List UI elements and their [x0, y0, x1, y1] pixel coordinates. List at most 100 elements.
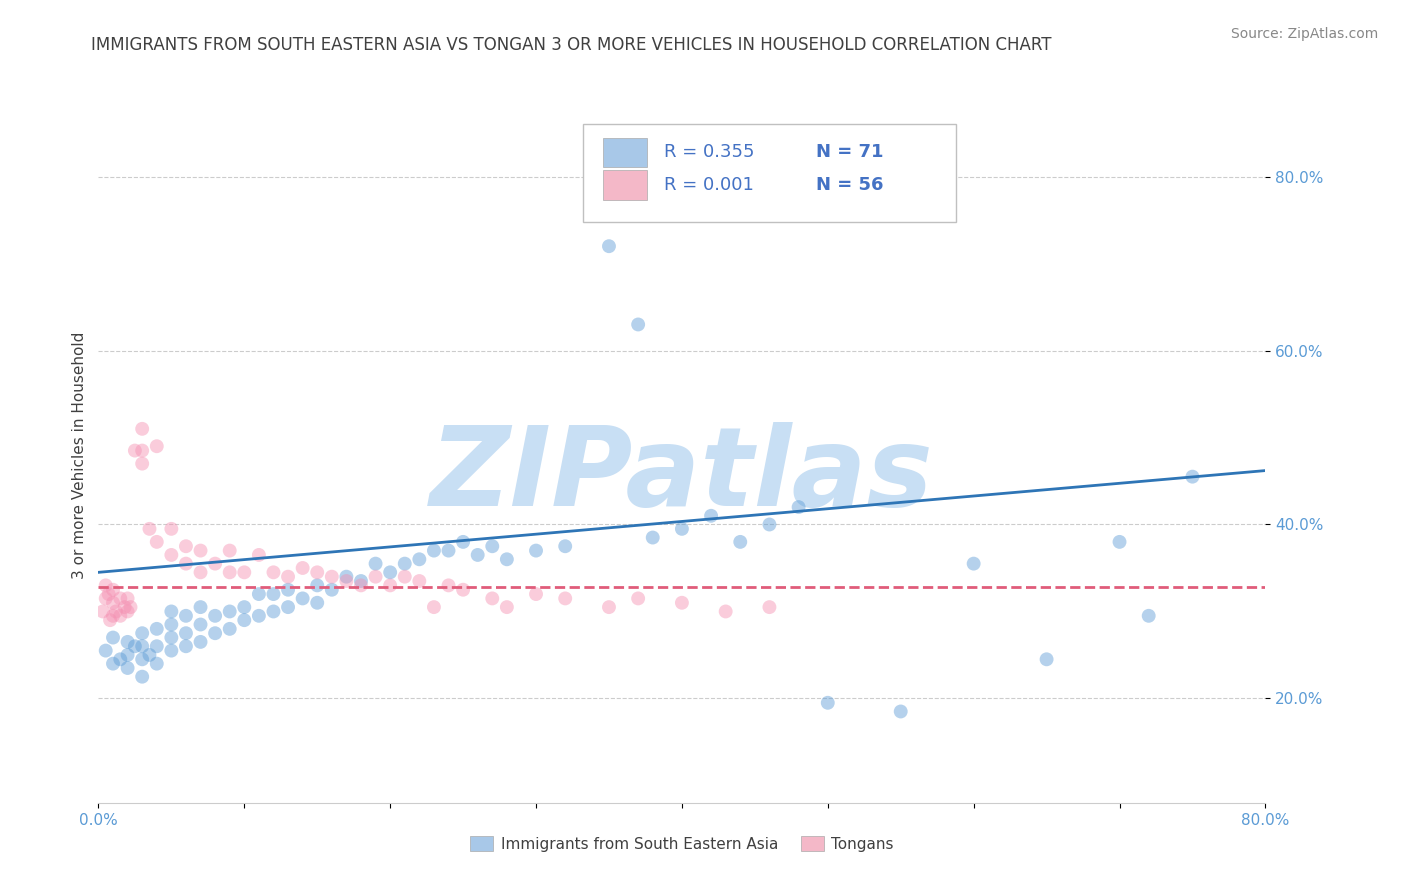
Text: ZIPatlas: ZIPatlas — [430, 422, 934, 529]
Point — [554, 591, 576, 606]
Text: Source: ZipAtlas.com: Source: ZipAtlas.com — [1230, 27, 1378, 41]
Point — [94, 578, 117, 592]
Point — [190, 566, 212, 580]
Point — [481, 591, 503, 606]
Point — [394, 569, 416, 583]
Point — [451, 534, 474, 549]
Point — [131, 443, 153, 458]
Point — [671, 522, 693, 536]
Point — [146, 439, 169, 453]
Point — [160, 617, 183, 632]
Point — [146, 657, 169, 671]
Point — [671, 596, 693, 610]
Text: R = 0.355: R = 0.355 — [665, 144, 755, 161]
Point — [233, 566, 256, 580]
Point — [131, 639, 153, 653]
Point — [146, 639, 169, 653]
Point — [131, 626, 153, 640]
Point — [247, 587, 270, 601]
Point — [174, 557, 197, 571]
Point — [233, 600, 256, 615]
Point — [758, 517, 780, 532]
Point — [277, 582, 299, 597]
Point — [437, 578, 460, 592]
Point — [174, 639, 197, 653]
Point — [110, 608, 132, 623]
Point — [94, 643, 117, 657]
Point — [160, 643, 183, 657]
Point — [146, 534, 169, 549]
Point — [714, 605, 737, 619]
Point — [364, 557, 387, 571]
Point — [554, 539, 576, 553]
Point — [1137, 608, 1160, 623]
Point — [97, 587, 120, 601]
Point — [124, 443, 146, 458]
Point — [962, 557, 984, 571]
Point — [641, 531, 664, 545]
Point — [291, 591, 314, 606]
Point — [160, 631, 183, 645]
Text: R = 0.001: R = 0.001 — [665, 176, 754, 194]
Point — [174, 539, 197, 553]
Point — [1181, 469, 1204, 483]
Bar — [603, 170, 647, 200]
Point — [94, 591, 117, 606]
Point — [481, 539, 503, 553]
Text: IMMIGRANTS FROM SOUTH EASTERN ASIA VS TONGAN 3 OR MORE VEHICLES IN HOUSEHOLD COR: IMMIGRANTS FROM SOUTH EASTERN ASIA VS TO… — [91, 36, 1052, 54]
Point — [1035, 652, 1057, 666]
Point — [138, 522, 160, 536]
Point — [817, 696, 839, 710]
Point — [110, 591, 132, 606]
Point — [204, 626, 226, 640]
Point — [321, 582, 343, 597]
Point — [204, 608, 226, 623]
Point — [758, 600, 780, 615]
Point — [101, 608, 124, 623]
Point — [335, 569, 357, 583]
Point — [262, 605, 284, 619]
Point — [423, 543, 446, 558]
Point — [1108, 534, 1130, 549]
Point — [190, 543, 212, 558]
Point — [423, 600, 446, 615]
Point — [120, 600, 142, 615]
Point — [160, 522, 183, 536]
FancyBboxPatch shape — [582, 124, 956, 222]
Point — [101, 657, 124, 671]
Bar — [603, 137, 647, 167]
Point — [350, 578, 373, 592]
Point — [117, 661, 139, 675]
Point — [408, 552, 430, 566]
Point — [101, 631, 124, 645]
Point — [496, 552, 519, 566]
Point — [91, 605, 114, 619]
Point — [190, 617, 212, 632]
Legend: Immigrants from South Eastern Asia, Tongans: Immigrants from South Eastern Asia, Tong… — [464, 830, 900, 858]
Point — [364, 569, 387, 583]
Point — [598, 600, 620, 615]
Point — [233, 613, 256, 627]
Point — [174, 608, 197, 623]
Point — [247, 608, 270, 623]
Text: N = 56: N = 56 — [815, 176, 883, 194]
Point — [204, 557, 226, 571]
Point — [700, 508, 723, 523]
Point — [218, 622, 240, 636]
Point — [627, 591, 650, 606]
Point — [262, 566, 284, 580]
Point — [787, 500, 810, 514]
Point — [131, 457, 153, 471]
Point — [131, 652, 153, 666]
Point — [262, 587, 284, 601]
Point — [110, 652, 132, 666]
Point — [101, 582, 124, 597]
Point — [218, 605, 240, 619]
Point — [380, 566, 402, 580]
Point — [291, 561, 314, 575]
Point — [131, 422, 153, 436]
Point — [335, 574, 357, 588]
Point — [890, 705, 912, 719]
Point — [307, 578, 329, 592]
Point — [117, 605, 139, 619]
